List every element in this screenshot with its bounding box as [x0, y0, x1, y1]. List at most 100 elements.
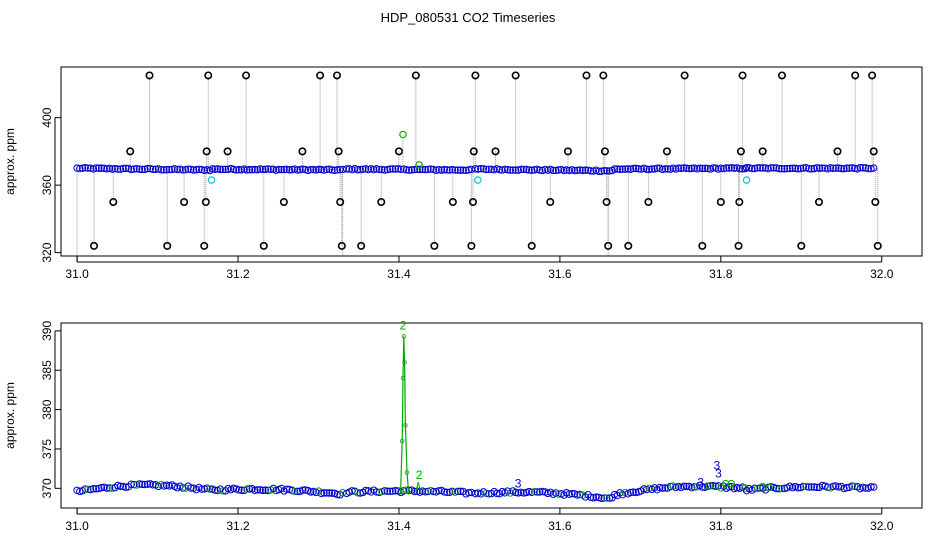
data-point	[698, 164, 707, 173]
outlier-point	[599, 71, 608, 80]
outlier-point	[600, 147, 609, 156]
data-point	[685, 164, 693, 173]
data-point	[135, 165, 144, 173]
data-point	[741, 164, 749, 173]
data-point	[92, 164, 100, 172]
data-point	[807, 483, 816, 491]
data-point	[200, 485, 209, 493]
data-point	[624, 165, 632, 173]
data-point	[143, 480, 152, 488]
data-point	[519, 165, 528, 174]
data-point	[380, 166, 389, 174]
y-tick-label: 360	[40, 175, 54, 195]
data-point	[103, 165, 111, 173]
spike-point	[403, 423, 408, 428]
data-point	[501, 165, 509, 174]
data-point	[267, 165, 275, 174]
data-point	[680, 482, 688, 490]
data-point	[810, 483, 818, 491]
data-point	[454, 166, 462, 174]
data-point	[509, 166, 517, 174]
data-point	[474, 165, 482, 173]
data-point	[84, 485, 92, 494]
data-point	[677, 164, 685, 173]
outlier-point	[430, 241, 439, 250]
outlier-point	[738, 71, 747, 80]
data-point	[848, 482, 856, 490]
data-point	[232, 166, 240, 174]
data-point	[451, 166, 459, 174]
outlier-point	[204, 71, 213, 80]
data-point	[424, 165, 432, 174]
outlier-point	[180, 198, 189, 207]
data-point	[245, 165, 254, 174]
data-point	[605, 167, 614, 175]
data-point	[127, 165, 135, 174]
data-point	[658, 165, 667, 174]
data-point	[688, 164, 696, 173]
outlier-point	[716, 198, 725, 207]
outlier-point	[448, 198, 457, 207]
outlier-point	[491, 147, 500, 156]
data-point	[143, 164, 152, 173]
data-point	[573, 491, 582, 499]
outlier-point	[337, 241, 346, 250]
outlier-point	[758, 147, 767, 156]
outlier-point	[871, 198, 880, 207]
outlier-point	[469, 147, 478, 156]
outlier-point	[851, 71, 860, 80]
data-point	[198, 485, 206, 493]
data-point	[842, 484, 851, 492]
outlier-point	[200, 241, 209, 250]
data-point	[632, 164, 640, 173]
point-annotation: 3	[515, 477, 522, 491]
outlier-point	[777, 71, 786, 80]
data-point	[184, 165, 192, 173]
data-point	[307, 165, 315, 174]
data-point	[799, 482, 808, 491]
y-axis-label: approx. ppm	[3, 382, 17, 449]
data-point	[427, 165, 435, 173]
data-point	[372, 165, 381, 173]
data-point	[380, 487, 389, 495]
data-point	[742, 163, 751, 172]
outlier-point	[624, 241, 633, 250]
data-point	[359, 165, 367, 173]
data-point	[845, 164, 854, 172]
data-point	[261, 486, 270, 494]
outlier-point	[869, 147, 878, 156]
data-point	[848, 164, 856, 172]
data-point	[391, 486, 400, 495]
outlier-point	[468, 198, 477, 207]
data-point	[794, 484, 802, 492]
data-point	[818, 164, 827, 172]
outlier-point	[563, 147, 572, 156]
data-point	[165, 165, 173, 174]
x-tick-label: 31.2	[226, 267, 250, 281]
data-point	[81, 163, 89, 172]
data-point	[834, 164, 843, 172]
data-point	[603, 167, 611, 175]
data-point	[320, 489, 328, 497]
data-point	[805, 483, 813, 491]
data-point	[361, 486, 370, 495]
data-point	[408, 166, 416, 174]
data-point	[122, 483, 130, 491]
data-point	[870, 483, 878, 491]
data-point	[251, 486, 259, 495]
data-point	[840, 165, 848, 173]
data-point	[133, 164, 141, 173]
data-point	[459, 166, 467, 174]
data-point	[682, 164, 691, 172]
data-point	[325, 489, 334, 497]
data-point	[552, 166, 560, 175]
data-point	[786, 164, 794, 173]
data-point	[130, 480, 138, 489]
data-point	[834, 483, 843, 491]
x-tick-label: 31.4	[387, 519, 411, 533]
data-point	[629, 164, 637, 173]
data-point	[829, 164, 837, 173]
spike-point	[404, 470, 410, 475]
flagged-point	[207, 176, 216, 184]
data-point	[353, 166, 362, 174]
